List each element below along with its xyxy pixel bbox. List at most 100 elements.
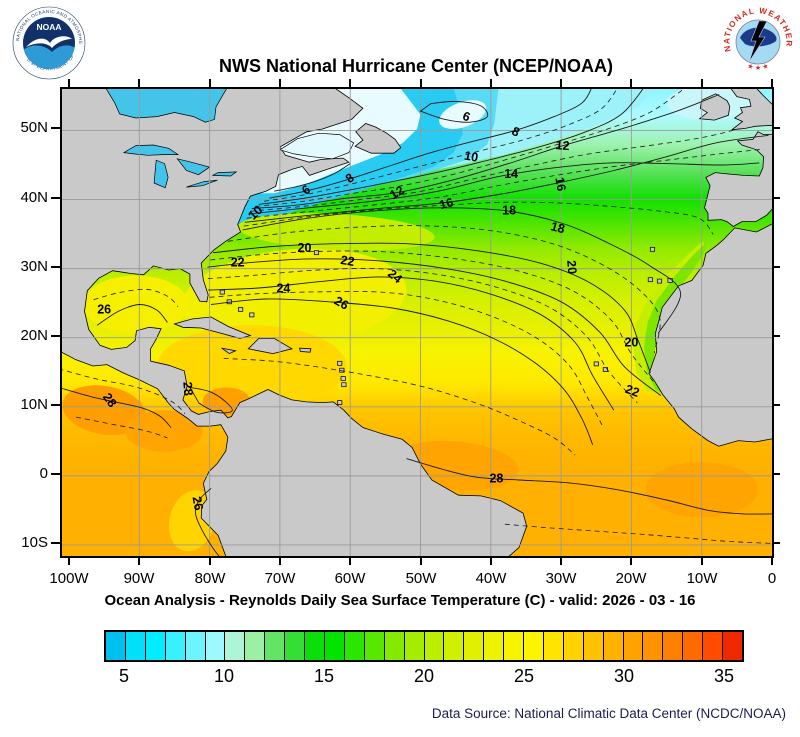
- lon-label-20W: 20W: [615, 570, 647, 587]
- lon-tick: [701, 556, 703, 565]
- sst-contour-dashed: [246, 148, 764, 219]
- lon-tick-top: [138, 79, 140, 87]
- sst-contour-dashed: [93, 288, 179, 307]
- lat-tick-right: [772, 542, 780, 544]
- colorbar-cell-18: [384, 632, 405, 660]
- lon-tick: [490, 556, 492, 565]
- contour-label-22: 22: [231, 255, 245, 269]
- contour-label-22: 22: [623, 382, 641, 400]
- island-dot: [341, 382, 347, 388]
- lat-tick: [51, 404, 60, 406]
- sst-contour-dashed: [243, 201, 714, 235]
- landmass-jamaica: [221, 347, 237, 355]
- colorbar-cell-15: [324, 632, 345, 660]
- colorbar-cell-24: [504, 632, 525, 660]
- island-dot: [313, 250, 320, 256]
- island-dot: [340, 376, 346, 381]
- island-dot: [249, 312, 255, 318]
- lat-tick: [51, 127, 60, 129]
- lon-label-10W: 10W: [686, 570, 718, 587]
- landmass-mainland: [62, 89, 528, 556]
- great-lake: [153, 159, 169, 189]
- lon-tick-top: [701, 79, 703, 87]
- nws-stars: ★ ★ ★: [746, 62, 769, 72]
- contour-label-20: 20: [624, 335, 638, 349]
- page-title: NWS National Hurricane Center (NCEP/NOAA…: [218, 56, 614, 76]
- warm-water-patch: [62, 385, 146, 436]
- island-dot: [647, 277, 653, 283]
- contour-label-16: 16: [438, 195, 455, 212]
- colorbar-tick-30: 30: [613, 666, 635, 686]
- lon-label-30W: 30W: [545, 570, 577, 587]
- lon-tick: [138, 556, 140, 565]
- colorbar-cell-17: [364, 632, 385, 660]
- lightning-bolt-icon: [748, 20, 768, 63]
- contour-label-26: 26: [332, 294, 351, 313]
- lon-tick-top: [349, 79, 351, 87]
- lon-label-50W: 50W: [405, 570, 437, 587]
- colorbar-tick-25: 25: [513, 666, 535, 686]
- sst-contour-dashed: [249, 128, 740, 212]
- lat-label-0: 0: [39, 465, 48, 482]
- great-lake: [176, 158, 211, 176]
- contour-label-12: 12: [555, 138, 570, 153]
- island-dot: [339, 367, 345, 373]
- gulf-of-st-lawrence: [279, 132, 355, 160]
- colorbar-cell-16: [344, 632, 365, 660]
- nws-logo: NATIONAL WEATHER SERVICE ★ ★ ★: [722, 6, 793, 77]
- contour-label-28: 28: [489, 472, 503, 486]
- colorbar-cell-12: [265, 632, 286, 660]
- lat-tick-right: [772, 335, 780, 337]
- sst-contour-dashed: [255, 89, 683, 207]
- sst-contour-8: [269, 89, 592, 199]
- colorbar-cell-4: [106, 632, 126, 660]
- sst-contour-dashed: [227, 225, 661, 354]
- landmass-hispaniola: [247, 337, 293, 355]
- lon-tick: [349, 556, 351, 565]
- great-lake: [122, 144, 180, 156]
- lat-tick-right: [772, 197, 780, 199]
- landmass-newfoundland: [354, 123, 402, 154]
- contour-label-26: 26: [190, 495, 206, 511]
- contour-label-12: 12: [387, 183, 406, 202]
- colorbar-tick-15: 15: [313, 666, 335, 686]
- lat-tick: [51, 473, 60, 475]
- lon-tick: [560, 556, 562, 565]
- lon-tick-top: [560, 79, 562, 87]
- contour-label-20: 20: [564, 260, 579, 275]
- colorbar: [104, 630, 744, 662]
- colorbar-cell-13: [285, 632, 306, 660]
- sst-contour-12: [251, 94, 720, 209]
- lon-tick-top: [209, 79, 211, 87]
- colorbar-cell-21: [444, 632, 465, 660]
- lat-label-10N: 10N: [20, 396, 48, 413]
- colorbar-cell-27: [563, 632, 584, 660]
- contour-label-26: 26: [97, 302, 111, 316]
- landmass-puertorico: [299, 347, 312, 353]
- sst-contour-28: [406, 458, 772, 515]
- sst-contour-26: [210, 298, 594, 445]
- sst-contour-dashed: [207, 268, 638, 404]
- great-lake: [212, 171, 238, 177]
- contour-label-16: 16: [552, 176, 568, 192]
- lat-tick-right: [772, 127, 780, 129]
- landmass-africa: [648, 223, 772, 447]
- island-dot: [656, 278, 663, 284]
- colorbar-cell-35: [723, 632, 742, 660]
- data-source-text: Data Source: National Climatic Data Cent…: [431, 706, 786, 721]
- warm-water-patch: [125, 410, 203, 452]
- noaa-abbr-text: NOAA: [36, 22, 61, 32]
- warm-water-patch: [156, 325, 347, 409]
- map-caption: Ocean Analysis - Reynolds Daily Sea Surf…: [104, 592, 696, 609]
- colorbar-cell-34: [703, 632, 724, 660]
- colorbar-cell-23: [484, 632, 505, 660]
- sst-contour-18: [242, 207, 682, 334]
- sst-contour-6: [419, 100, 489, 123]
- lat-label-40N: 40N: [20, 189, 48, 206]
- contour-label-20: 20: [298, 241, 312, 255]
- colorbar-tick-35: 35: [713, 666, 735, 686]
- lon-label-100W: 100W: [49, 570, 89, 587]
- colorbar-tick-20: 20: [413, 666, 435, 686]
- landmass-ireland: [698, 93, 731, 121]
